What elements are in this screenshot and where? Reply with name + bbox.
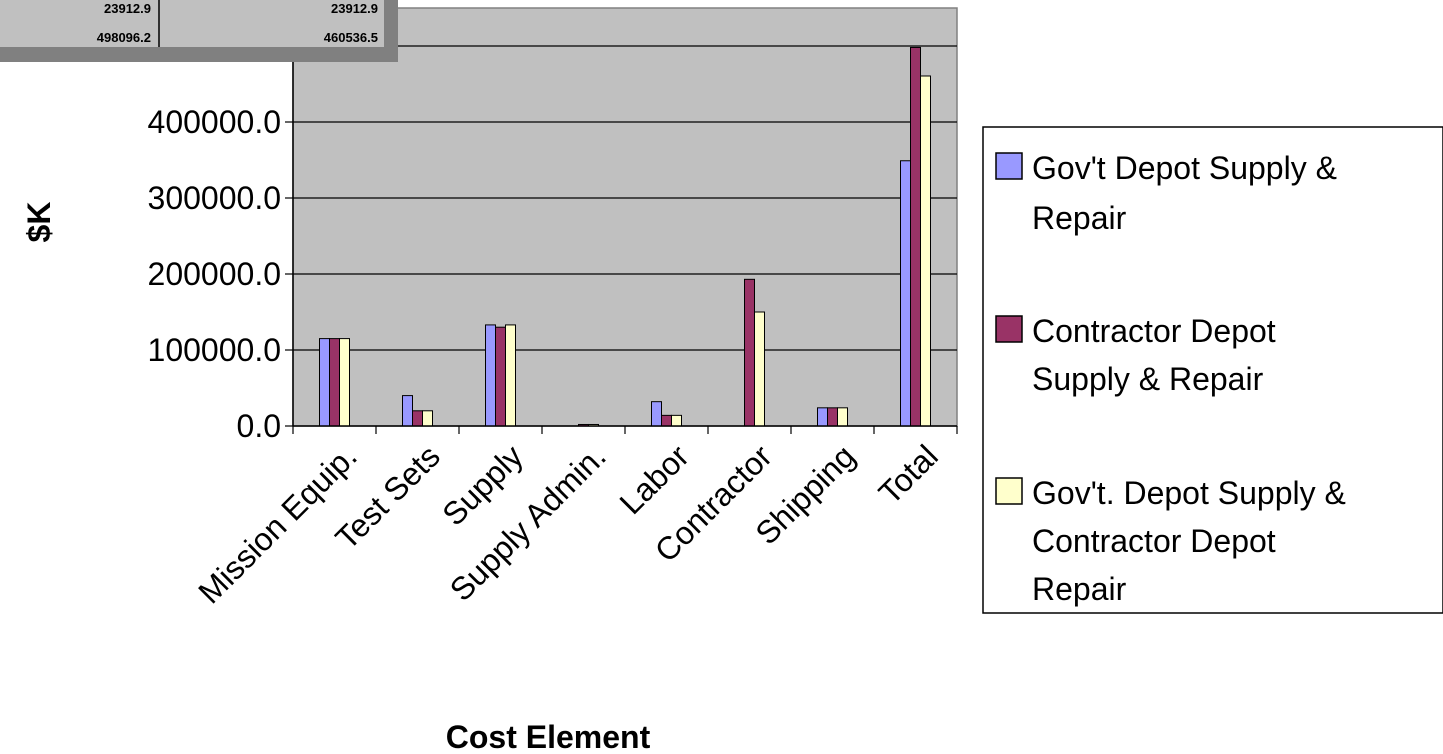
bar xyxy=(671,414,682,427)
legend-box xyxy=(982,126,1443,614)
y-axis-title: $K xyxy=(21,202,57,243)
bar xyxy=(402,395,413,427)
bar xyxy=(920,75,931,427)
y-tick-label: 400000.0 xyxy=(148,104,281,140)
bar xyxy=(485,324,496,427)
legend-label: Gov't Depot Supply & xyxy=(1032,150,1337,186)
legend-label: Repair xyxy=(1032,571,1127,607)
y-tick-labels: 0.0100000.0200000.0300000.0400000.050000… xyxy=(148,28,281,444)
legend-label: Supply & Repair xyxy=(1032,361,1264,397)
bar xyxy=(319,338,330,427)
legend-swatch xyxy=(995,152,1023,180)
x-tick-label: Total xyxy=(872,438,945,511)
y-tick-label: 300000.0 xyxy=(148,180,281,216)
data-table-cell: 23912.9 xyxy=(331,1,378,16)
bar xyxy=(495,326,506,427)
bar xyxy=(339,338,350,427)
plot-area xyxy=(292,7,958,427)
legend-swatch xyxy=(995,477,1023,505)
legend-item: Contractor Depot Supply & Repair xyxy=(995,313,1276,397)
legend-label: Gov't. Depot Supply & xyxy=(1032,475,1346,511)
legend: Gov't Depot Supply & Repair Contractor D… xyxy=(982,126,1443,614)
bars xyxy=(319,46,931,427)
bar xyxy=(817,407,828,427)
legend-label: Contractor Depot xyxy=(1032,523,1276,559)
bar xyxy=(744,278,755,427)
x-axis-title: Cost Element xyxy=(446,719,651,754)
bar xyxy=(412,410,423,427)
bar xyxy=(754,311,765,427)
bar xyxy=(651,401,662,427)
data-table: 23912.9 23912.9 498096.2 460536.5 xyxy=(0,0,398,62)
y-tick-label: 0.0 xyxy=(237,408,281,444)
data-table-cell: 460536.5 xyxy=(324,30,378,45)
bar xyxy=(505,324,516,427)
legend-swatch xyxy=(995,315,1023,343)
legend-label: Repair xyxy=(1032,200,1127,236)
bar xyxy=(661,414,672,427)
bar xyxy=(827,407,838,427)
data-table-cell: 498096.2 xyxy=(97,30,151,45)
data-table-cell: 23912.9 xyxy=(104,1,151,16)
y-tick-label: 100000.0 xyxy=(148,332,281,368)
bar xyxy=(837,407,848,427)
legend-item: Gov't Depot Supply & Repair xyxy=(995,150,1337,236)
bar xyxy=(329,338,340,427)
bar xyxy=(422,410,433,427)
gridlines xyxy=(293,45,957,351)
bar xyxy=(900,160,911,427)
legend-label: Contractor Depot xyxy=(1032,313,1276,349)
legend-item: Gov't. Depot Supply & Contractor Depot R… xyxy=(995,475,1346,607)
y-tick-label: 200000.0 xyxy=(148,256,281,292)
bar xyxy=(910,46,921,427)
data-table-bg xyxy=(0,0,384,47)
